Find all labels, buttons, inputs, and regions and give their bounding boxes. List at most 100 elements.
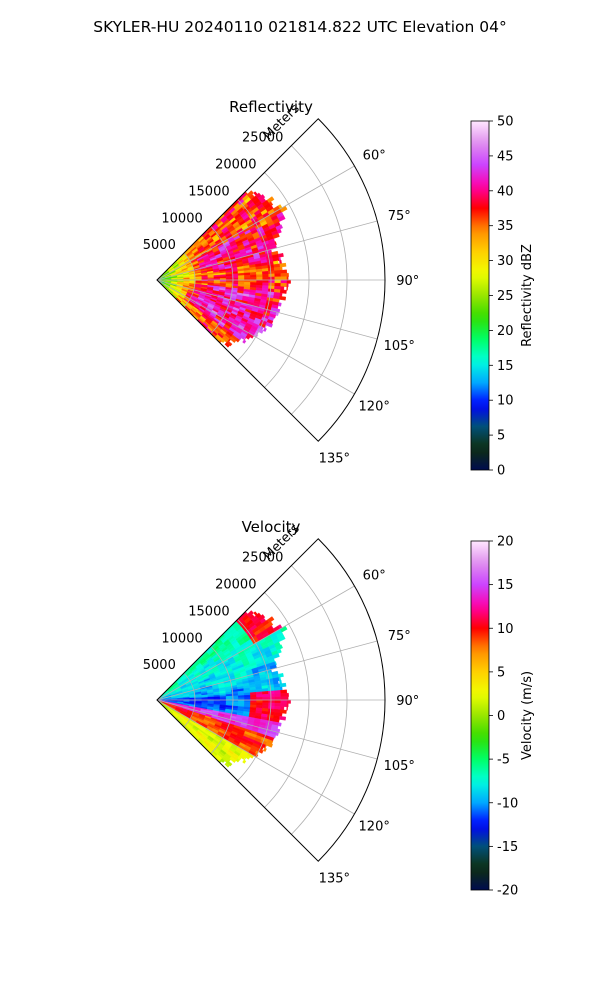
- radar-gate: [244, 274, 251, 278]
- radar-gate: [279, 295, 287, 301]
- radar-gate: [263, 747, 267, 752]
- colorbar-tick-label: 5: [497, 429, 505, 444]
- colorbar-tick-label: -20: [497, 884, 518, 899]
- radar-gate: [274, 241, 277, 246]
- radial-tick-label: 15000: [188, 184, 229, 199]
- radar-gate: [224, 342, 230, 348]
- radar-gate: [274, 690, 281, 695]
- colorbar-tick-label: -5: [497, 753, 510, 768]
- radar-gate: [237, 756, 242, 761]
- radar-gate: [256, 694, 263, 698]
- radar-gate: [268, 696, 275, 701]
- radar-gate: [245, 334, 251, 340]
- radar-gate: [279, 260, 282, 265]
- radar-gate: [268, 273, 276, 278]
- colorbar-tick-label: 40: [497, 184, 514, 199]
- colorbar-tick-label: 50: [497, 115, 514, 130]
- radar-gate: [235, 758, 240, 763]
- radar-gate: [286, 706, 288, 711]
- radar-gate: [274, 661, 277, 666]
- radar-gate: [280, 696, 288, 701]
- radar-gate: [286, 696, 289, 701]
- radial-tick-label: 5000: [143, 658, 176, 673]
- velocity-panel: Velocity500010000150002000025000Meters60…: [143, 518, 535, 899]
- radial-tick-label: 25000: [242, 551, 283, 566]
- colorbar-gradient: [470, 540, 490, 891]
- colorbar-tick-label: 45: [497, 149, 514, 164]
- radar-gate: [279, 715, 287, 721]
- radar-gate: [279, 712, 283, 717]
- radar-gate: [279, 682, 287, 688]
- angle-tick-label: 120°: [359, 819, 390, 834]
- radar-gate: [257, 614, 266, 622]
- radar-gate: [286, 692, 289, 697]
- radar-gate: [242, 759, 247, 764]
- radar-gate: [286, 283, 289, 288]
- radar-field: [158, 190, 291, 348]
- radar-gate: [245, 754, 251, 760]
- radar-gate: [262, 276, 269, 281]
- azimuth-line: [156, 640, 378, 701]
- radar-gate: [274, 699, 282, 704]
- radar-gate: [274, 702, 282, 707]
- radar-gate: [256, 271, 263, 276]
- radar-gate: [279, 266, 283, 271]
- angle-tick-label: 60°: [363, 149, 386, 164]
- radar-gate: [268, 693, 276, 698]
- radar-gate: [219, 276, 227, 279]
- radar-gate: [268, 313, 277, 319]
- angle-tick-label: 105°: [384, 759, 415, 774]
- angle-tick-label: 75°: [388, 629, 411, 644]
- radar-gate: [268, 279, 275, 284]
- radar-gate: [277, 635, 286, 642]
- radar-gate: [277, 302, 282, 307]
- colorbar-label: Reflectivity dBZ: [520, 244, 535, 347]
- radar-gate: [274, 696, 282, 701]
- radar-gate: [280, 276, 288, 281]
- angle-tick-label: 60°: [363, 569, 386, 584]
- colorbar-label: Velocity (m/s): [520, 671, 535, 760]
- radar-gate: [279, 289, 287, 294]
- colorbar-tick-label: 35: [497, 219, 514, 234]
- polar-grid: [156, 565, 385, 835]
- radial-tick-label: 20000: [215, 158, 256, 173]
- colorbar-tick-label: 25: [497, 289, 514, 304]
- radar-gate: [274, 270, 281, 275]
- radar-gate: [280, 702, 288, 708]
- radar-gate: [257, 194, 266, 202]
- radar-gate: [277, 722, 282, 727]
- radar-gate: [262, 273, 269, 278]
- radar-gate: [224, 762, 230, 768]
- angle-tick-label: 90°: [396, 274, 419, 289]
- colorbar-tick-label: 0: [497, 464, 505, 479]
- radar-gate: [220, 758, 225, 763]
- radar-gate: [275, 224, 283, 231]
- panel-title: Velocity: [242, 518, 301, 536]
- radar-gate: [229, 756, 237, 763]
- radar-gate: [268, 201, 274, 207]
- colorbar-gradient: [470, 120, 490, 471]
- radar-gate: [276, 228, 282, 234]
- azimuth-line: [156, 279, 378, 340]
- radar-gate: [265, 321, 273, 328]
- radar-gate: [280, 706, 285, 711]
- radar-gate: [275, 644, 283, 651]
- azimuth-line: [156, 220, 378, 281]
- radar-gate: [280, 699, 288, 704]
- radar-gate: [244, 694, 251, 698]
- angle-tick-label: 90°: [396, 694, 419, 709]
- colorbar-tick-label: -10: [497, 796, 518, 811]
- radar-gate: [256, 747, 264, 754]
- angle-tick-label: 105°: [384, 339, 415, 354]
- azimuth-line: [156, 699, 378, 760]
- polar-frame: [156, 538, 386, 862]
- radial-tick-label: 10000: [161, 211, 202, 226]
- angle-tick-label: 135°: [319, 871, 350, 886]
- radar-gate: [274, 273, 282, 278]
- radar-gate: [226, 760, 233, 767]
- radar-gate: [229, 336, 237, 343]
- radial-tick-label: 10000: [161, 631, 202, 646]
- polar-grid: [156, 145, 385, 415]
- figure-title: SKYLER-HU 20240110 021814.822 UTC Elevat…: [93, 18, 507, 36]
